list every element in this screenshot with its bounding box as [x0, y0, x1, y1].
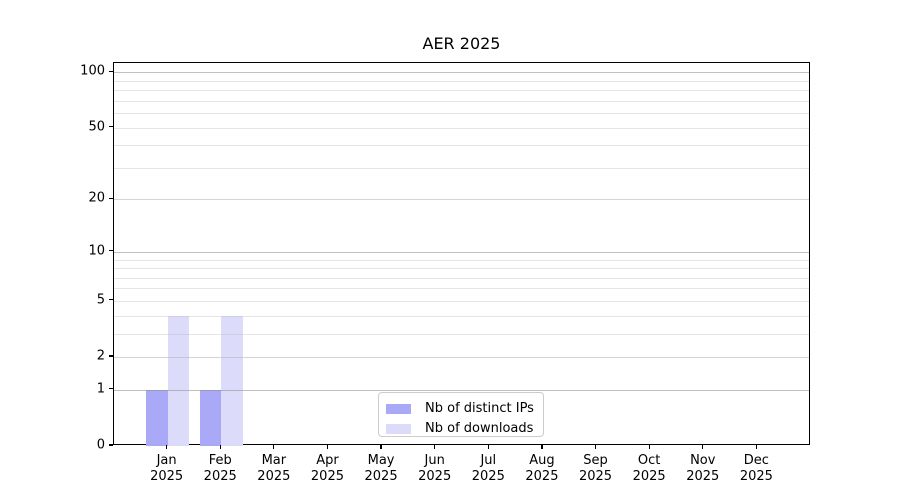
- x-tick: [541, 445, 543, 449]
- x-tick: [702, 445, 704, 449]
- x-tick: [434, 445, 436, 449]
- y-tick: [109, 250, 113, 252]
- x-tick: [166, 445, 168, 449]
- x-tick: [755, 445, 757, 449]
- gridline-major: [114, 72, 809, 74]
- x-tick-month: Jul: [480, 453, 497, 468]
- gridline-minor: [114, 199, 809, 201]
- x-tick-label: Oct 2025: [633, 453, 666, 485]
- y-tick: [109, 444, 113, 446]
- gridline-minor: [114, 127, 809, 129]
- gridline-minor: [114, 268, 809, 269]
- x-tick-year: 2025: [310, 469, 344, 484]
- x-tick-year: 2025: [578, 469, 613, 484]
- x-tick-label: Apr 2025: [311, 453, 344, 485]
- legend-entry-downloads: Nb of downloads: [386, 419, 535, 439]
- plot-area: [113, 62, 810, 446]
- legend: Nb of distinct IPs Nb of downloads: [378, 392, 544, 437]
- x-tick: [273, 445, 275, 449]
- x-tick-month: Apr: [316, 453, 339, 468]
- gridline-minor: [114, 277, 809, 279]
- x-tick-month: Oct: [637, 453, 661, 468]
- gridline-minor: [114, 259, 809, 261]
- x-tick-label: Dec 2025: [740, 453, 773, 485]
- x-tick: [219, 445, 221, 449]
- legend-entry-distinct-ips: Nb of distinct IPs: [386, 399, 535, 419]
- bar-distinct-ips: [199, 389, 222, 446]
- gridline-minor: [114, 357, 809, 358]
- y-tick-label: 5: [96, 292, 105, 308]
- y-tick: [109, 299, 113, 301]
- x-tick-year: 2025: [418, 469, 452, 484]
- x-tick-label: Sep 2025: [579, 453, 612, 485]
- gridline-minor: [114, 315, 809, 317]
- gridline-minor: [114, 199, 809, 201]
- x-tick-year: 2025: [739, 469, 773, 484]
- x-tick-label: Jan 2025: [150, 453, 183, 485]
- x-tick-label: Jul 2025: [472, 453, 505, 485]
- x-tick-year: 2025: [150, 469, 184, 484]
- x-tick-label: May 2025: [365, 453, 398, 485]
- x-tick-month: Feb: [208, 453, 232, 468]
- y-tick-label: 2: [96, 348, 105, 364]
- bar-downloads: [221, 315, 243, 446]
- gridline-minor: [114, 113, 809, 114]
- x-tick-year: 2025: [257, 469, 291, 484]
- y-tick-label: 100: [80, 63, 105, 79]
- x-tick-month: Aug: [529, 453, 555, 468]
- x-tick-year: 2025: [471, 469, 505, 484]
- legend-label: Nb of distinct IPs: [425, 401, 534, 416]
- x-tick-month: Jan: [156, 453, 177, 468]
- x-tick-year: 2025: [203, 469, 237, 484]
- x-tick: [487, 445, 489, 449]
- y-tick: [109, 125, 113, 128]
- legend-swatch-distinct-ips: [386, 404, 411, 414]
- x-tick: [326, 445, 329, 449]
- gridline-minor: [114, 100, 809, 102]
- y-tick-label: 50: [88, 119, 105, 135]
- legend-label: Nb of downloads: [425, 421, 534, 436]
- x-tick: [594, 445, 597, 449]
- legend-swatch-downloads: [386, 424, 411, 434]
- gridline-minor: [114, 288, 809, 290]
- y-tick-label: 1: [96, 381, 105, 397]
- x-tick-year: 2025: [632, 469, 666, 484]
- y-tick-label: 0: [96, 437, 105, 453]
- y-tick-label: 10: [88, 243, 105, 259]
- x-tick-month: Mar: [261, 453, 287, 468]
- gridline-minor: [114, 300, 809, 302]
- gridline-minor: [114, 357, 809, 358]
- x-tick-label: Mar 2025: [257, 453, 290, 485]
- y-tick: [109, 388, 113, 390]
- x-tick-label: Nov 2025: [686, 453, 719, 485]
- x-tick-month: Dec: [743, 453, 769, 468]
- x-tick: [380, 445, 382, 449]
- x-tick-label: Aug 2025: [525, 453, 558, 485]
- y-tick: [109, 70, 113, 72]
- gridline-minor: [114, 167, 809, 169]
- gridline-minor: [114, 90, 809, 92]
- gridline-minor: [114, 80, 809, 82]
- gridline-minor: [114, 145, 809, 147]
- y-tick: [109, 355, 113, 357]
- x-tick-month: Sep: [583, 453, 608, 468]
- x-tick-month: May: [367, 453, 395, 468]
- bar-distinct-ips: [146, 389, 168, 446]
- x-tick-month: Jun: [424, 453, 445, 468]
- chart-title: AER 2025: [422, 34, 501, 53]
- gridline-minor: [114, 333, 809, 335]
- gridline-major: [114, 251, 809, 253]
- x-tick-year: 2025: [364, 469, 398, 484]
- x-tick-label: Feb 2025: [204, 453, 237, 485]
- y-tick: [109, 197, 113, 199]
- x-tick-year: 2025: [525, 469, 559, 484]
- bar-downloads: [167, 315, 190, 446]
- x-tick-month: Nov: [690, 453, 716, 468]
- x-tick-label: Jun 2025: [418, 453, 451, 485]
- x-tick: [648, 445, 650, 449]
- x-tick-year: 2025: [686, 469, 720, 484]
- y-tick-label: 20: [88, 190, 105, 206]
